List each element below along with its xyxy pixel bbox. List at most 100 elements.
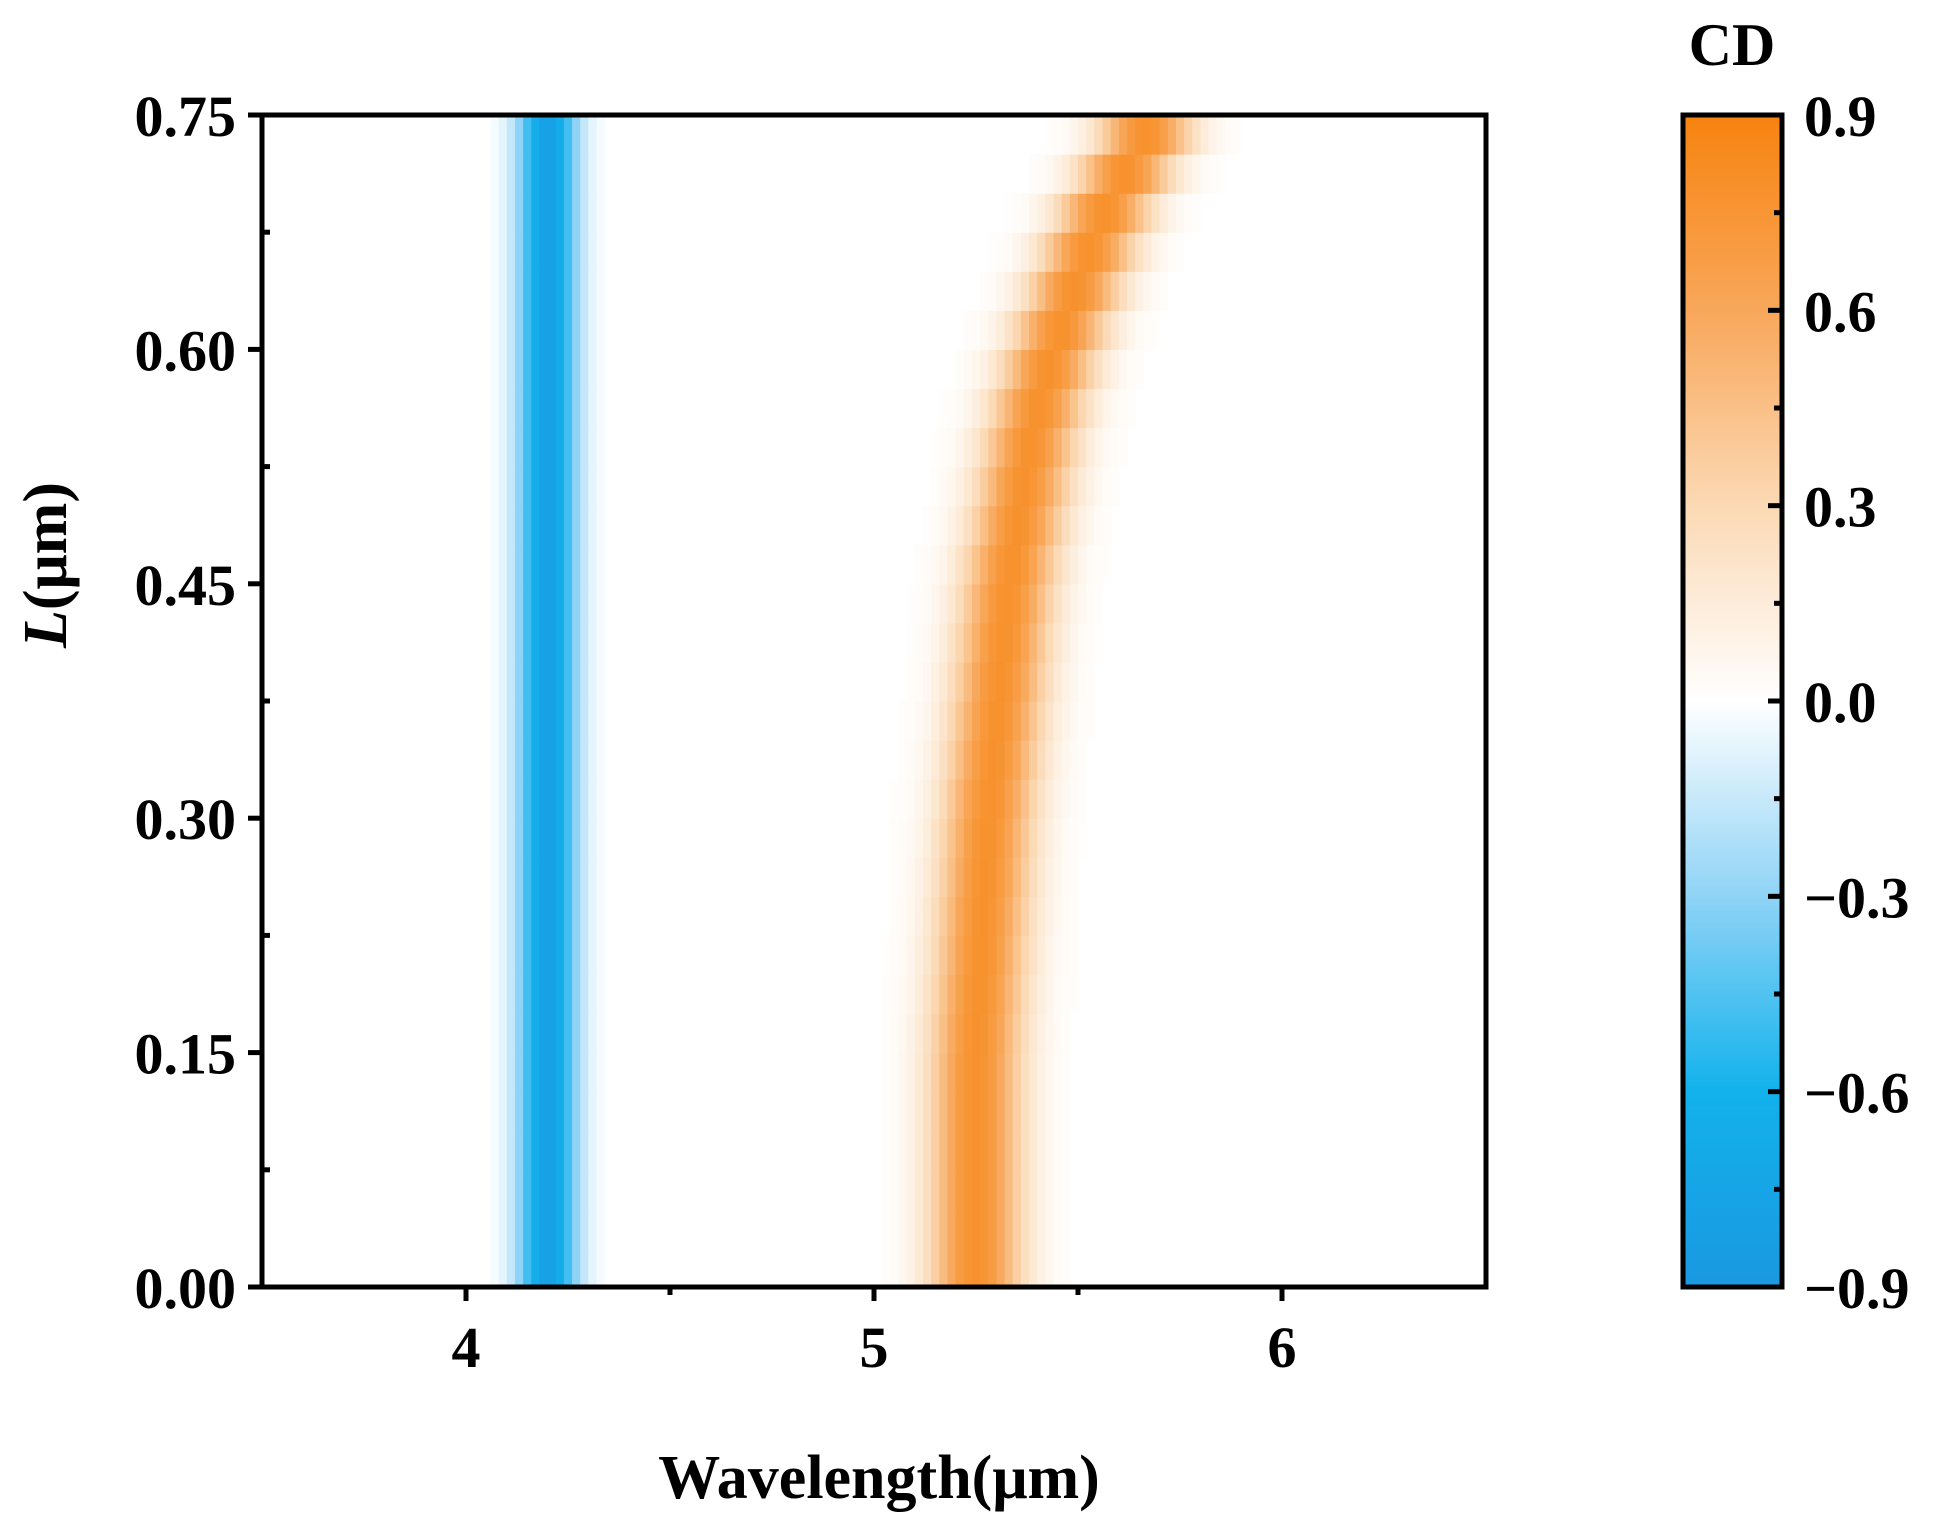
heatmap-cell bbox=[490, 427, 500, 468]
heatmap-cell bbox=[1175, 193, 1185, 233]
heatmap-cell bbox=[1094, 388, 1104, 429]
heatmap-cell bbox=[955, 935, 965, 976]
heatmap-cell bbox=[523, 1130, 532, 1171]
heatmap-cell bbox=[563, 622, 573, 663]
heatmap-cell bbox=[1053, 427, 1063, 468]
heatmap-cell bbox=[1118, 310, 1128, 350]
heatmap-cell bbox=[914, 661, 924, 702]
heatmap-cell bbox=[1045, 505, 1055, 546]
heatmap-cell bbox=[539, 935, 549, 976]
heatmap-cell bbox=[490, 388, 500, 429]
heatmap-cell bbox=[1020, 740, 1030, 780]
heatmap-cell bbox=[1053, 935, 1063, 976]
heatmap-cell bbox=[531, 193, 541, 233]
heatmap-cell bbox=[572, 115, 581, 155]
heatmap-cell bbox=[1029, 544, 1038, 585]
heatmap-cell bbox=[531, 310, 541, 350]
heatmap-cell bbox=[1029, 818, 1038, 858]
heatmap-cell bbox=[1053, 466, 1063, 507]
heatmap-cell bbox=[971, 1130, 981, 1171]
heatmap-cell bbox=[1004, 779, 1014, 819]
heatmap-cell bbox=[1167, 154, 1177, 194]
heatmap-cell bbox=[1110, 271, 1120, 311]
heatmap-cell bbox=[898, 779, 908, 819]
heatmap-cell bbox=[1037, 1169, 1046, 1210]
heatmap-cell bbox=[547, 1013, 557, 1054]
heatmap-cell bbox=[563, 1130, 573, 1171]
heatmap-cell bbox=[1037, 935, 1046, 976]
heatmap-cell bbox=[490, 896, 500, 936]
heatmap-cell bbox=[1175, 154, 1185, 194]
heatmap-cell bbox=[1012, 466, 1022, 507]
heatmap-cell bbox=[963, 583, 973, 624]
heatmap-cell bbox=[523, 349, 532, 390]
heatmap-cell bbox=[1061, 1208, 1071, 1249]
heatmap-cell bbox=[988, 779, 997, 819]
heatmap-cell bbox=[914, 1091, 924, 1132]
heatmap-cell bbox=[890, 1013, 900, 1054]
heatmap-cell bbox=[996, 974, 1006, 1015]
heatmap-cell bbox=[1037, 583, 1046, 624]
heatmap-cell bbox=[1151, 232, 1161, 272]
heatmap-cell bbox=[947, 740, 957, 780]
heatmap-cell bbox=[563, 661, 573, 702]
heatmap-cell bbox=[963, 857, 973, 897]
heatmap-cell bbox=[1143, 271, 1153, 311]
heatmap-cell bbox=[506, 544, 516, 585]
heatmap-cell bbox=[914, 935, 924, 976]
heatmap-cell bbox=[1192, 193, 1201, 233]
heatmap-cell bbox=[939, 505, 949, 546]
heatmap-cell bbox=[939, 857, 949, 897]
heatmap-cell bbox=[1004, 1247, 1014, 1288]
heatmap-cell bbox=[498, 349, 508, 390]
heatmap-cell bbox=[1037, 427, 1046, 468]
heatmap-cell bbox=[531, 544, 541, 585]
heatmap-cell bbox=[531, 115, 541, 155]
heatmap-cell bbox=[1053, 1130, 1063, 1171]
heatmap-cell bbox=[1020, 427, 1030, 468]
heatmap-cell bbox=[955, 1247, 965, 1288]
heatmap-cell bbox=[588, 349, 598, 390]
heatmap-cell bbox=[490, 1247, 500, 1288]
heatmap-cell bbox=[1037, 232, 1046, 272]
heatmap-cell bbox=[980, 896, 989, 936]
heatmap-cell bbox=[572, 466, 581, 507]
heatmap-cell bbox=[588, 154, 598, 194]
heatmap-cell bbox=[531, 388, 541, 429]
heatmap-cell bbox=[580, 505, 589, 546]
heatmap-cell bbox=[939, 1052, 949, 1093]
y-tick-label: 0.45 bbox=[135, 553, 237, 618]
heatmap-cell bbox=[947, 544, 957, 585]
heatmap-cell bbox=[1078, 544, 1087, 585]
heatmap-cell bbox=[1224, 115, 1234, 155]
heatmap-cell bbox=[1029, 1130, 1038, 1171]
heatmap-cell bbox=[980, 1247, 989, 1288]
heatmap-cell bbox=[580, 779, 589, 819]
heatmap-cell bbox=[996, 935, 1006, 976]
heatmap-cell bbox=[580, 701, 589, 741]
heatmap-cell bbox=[588, 701, 598, 741]
heatmap-cell bbox=[1029, 661, 1038, 702]
heatmap-cell bbox=[947, 818, 957, 858]
heatmap-cell bbox=[1045, 1052, 1055, 1093]
heatmap-cell bbox=[596, 974, 606, 1015]
heatmap-cell bbox=[1069, 154, 1079, 194]
heatmap-cell bbox=[572, 232, 581, 272]
heatmap-cell bbox=[1102, 232, 1112, 272]
heatmap-cell bbox=[1159, 232, 1169, 272]
heatmap-cell bbox=[971, 935, 981, 976]
x-tick-label: 6 bbox=[1268, 1315, 1297, 1380]
heatmap-cell bbox=[588, 661, 598, 702]
heatmap-cell bbox=[1012, 427, 1022, 468]
heatmap-cell bbox=[547, 466, 557, 507]
heatmap-cell bbox=[1037, 701, 1046, 741]
heatmap-cell bbox=[1037, 1091, 1046, 1132]
heatmap-cell bbox=[596, 232, 606, 272]
heatmap-cell bbox=[1126, 349, 1136, 390]
heatmap-cell bbox=[1061, 115, 1071, 155]
heatmap-cell bbox=[1012, 779, 1022, 819]
heatmap-cell bbox=[547, 544, 557, 585]
heatmap-cell bbox=[596, 779, 606, 819]
heatmap-cell bbox=[1069, 583, 1079, 624]
